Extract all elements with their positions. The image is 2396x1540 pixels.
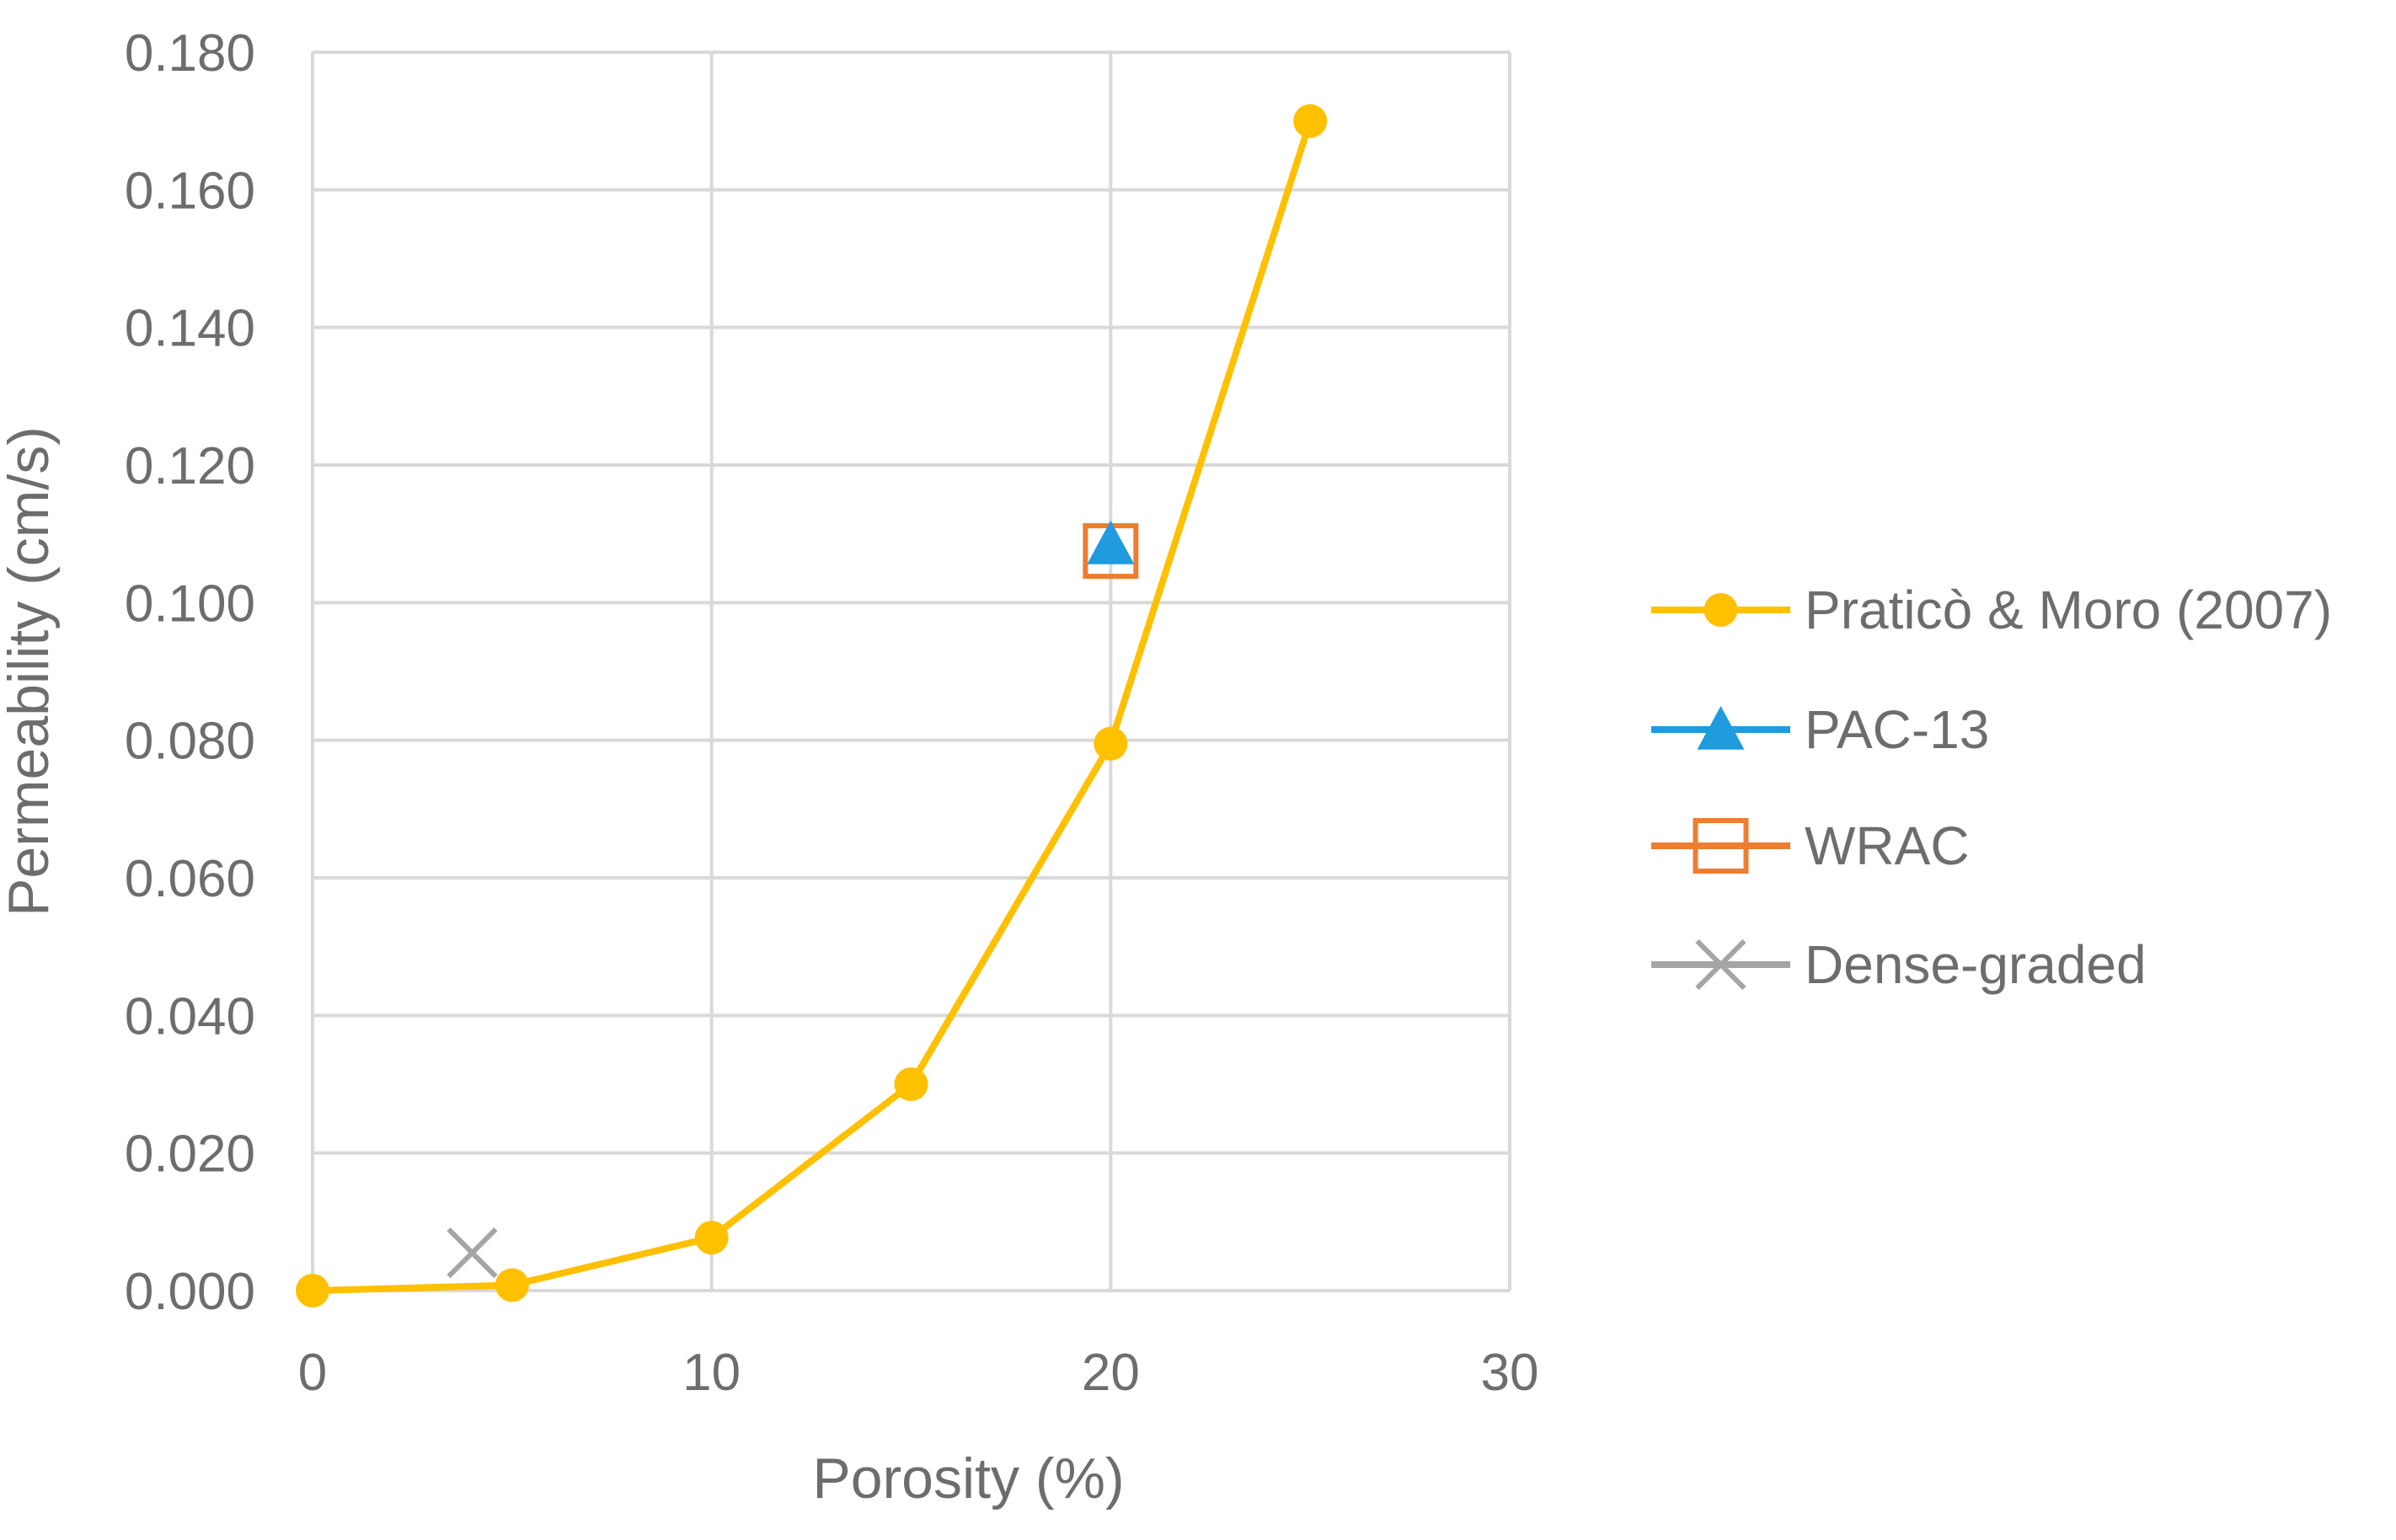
y-tick-label: 0.000 [125,1263,255,1321]
x-tick-label: 30 [1481,1344,1539,1402]
data-point [894,1067,928,1101]
legend-label: Praticò & Moro (2007) [1805,580,2332,640]
legend-marker [1693,818,1749,874]
y-tick-label: 0.020 [125,1126,255,1184]
y-tick-label: 0.160 [125,162,255,220]
y-tick-label: 0.060 [125,850,255,908]
data-point [1094,726,1128,761]
x-tick-label: 20 [1082,1344,1140,1402]
data-point [1087,520,1135,564]
y-tick-label: 0.180 [125,24,255,83]
legend-label: Dense-graded [1805,934,2147,995]
y-tick-label: 0.080 [125,713,255,771]
y-tick-label: 0.100 [125,575,255,633]
y-tick-label: 0.120 [125,437,255,495]
x-tick-label: 0 [298,1344,327,1402]
legend-marker [1703,593,1738,627]
legend-marker [1695,938,1746,991]
data-point [296,1274,329,1307]
legend-label: PAC-13 [1805,699,1989,760]
series-3 [447,1227,498,1279]
legend-item: Dense-graded [1651,934,2147,995]
y-axis-title: Permeability (cm/s) [0,426,61,917]
legend-label: WRAC [1805,815,1970,876]
legend-item: WRAC [1651,815,1970,876]
plot-area [296,104,1328,1307]
legend-marker [1697,706,1745,750]
data-point [447,1227,498,1279]
y-tick-label: 0.140 [125,300,255,358]
series-line [312,120,1313,1294]
y-tick-label: 0.040 [125,987,255,1045]
data-point [694,1221,729,1255]
data-point [1293,104,1328,138]
data-point [495,1268,529,1302]
series-1 [1087,520,1135,564]
series-0 [296,104,1328,1307]
axes: 0.000 0.020 0.040 0.060 0.080 0.100 0.120 0.140… [0,24,1538,1511]
legend-item: PAC-13 [1651,699,1989,760]
legend: Praticò & Moro (2007) PAC-13 WRAC Dense-gra… [1651,580,2332,995]
x-axis-title: Porosity (%) [812,1446,1124,1511]
legend-item: Praticò & Moro (2007) [1651,580,2332,640]
grid [311,51,1511,1292]
x-tick-label: 10 [682,1344,741,1402]
